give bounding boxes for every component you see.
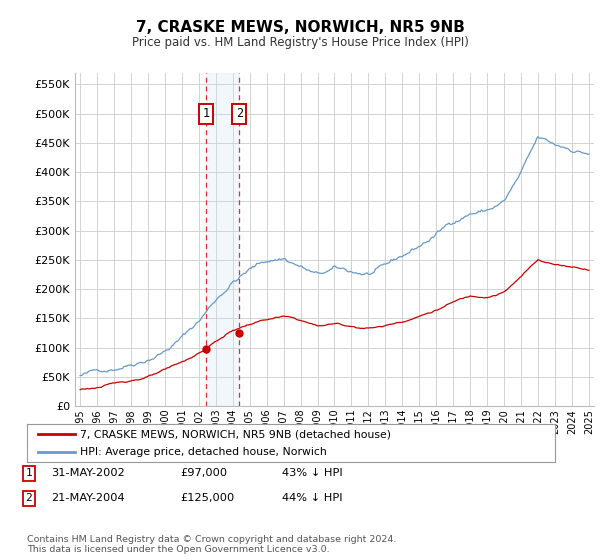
Text: 31-MAY-2002: 31-MAY-2002 [51, 468, 125, 478]
Text: 7, CRASKE MEWS, NORWICH, NR5 9NB: 7, CRASKE MEWS, NORWICH, NR5 9NB [136, 20, 464, 35]
Text: 2: 2 [236, 107, 243, 120]
Text: 44% ↓ HPI: 44% ↓ HPI [282, 493, 343, 503]
Text: 2: 2 [25, 493, 32, 503]
Text: 21-MAY-2004: 21-MAY-2004 [51, 493, 125, 503]
Text: 7, CRASKE MEWS, NORWICH, NR5 9NB (detached house): 7, CRASKE MEWS, NORWICH, NR5 9NB (detach… [80, 429, 391, 439]
Text: HPI: Average price, detached house, Norwich: HPI: Average price, detached house, Norw… [80, 447, 326, 458]
Bar [206, 73, 239, 406]
Text: Contains HM Land Registry data © Crown copyright and database right 2024.: Contains HM Land Registry data © Crown c… [27, 535, 397, 544]
Text: £97,000: £97,000 [180, 468, 227, 478]
Text: £125,000: £125,000 [180, 493, 234, 503]
Text: 1: 1 [25, 468, 32, 478]
Text: This data is licensed under the Open Government Licence v3.0.: This data is licensed under the Open Gov… [27, 545, 329, 554]
Text: Price paid vs. HM Land Registry's House Price Index (HPI): Price paid vs. HM Land Registry's House … [131, 36, 469, 49]
Text: 1: 1 [202, 107, 209, 120]
Text: 43% ↓ HPI: 43% ↓ HPI [282, 468, 343, 478]
